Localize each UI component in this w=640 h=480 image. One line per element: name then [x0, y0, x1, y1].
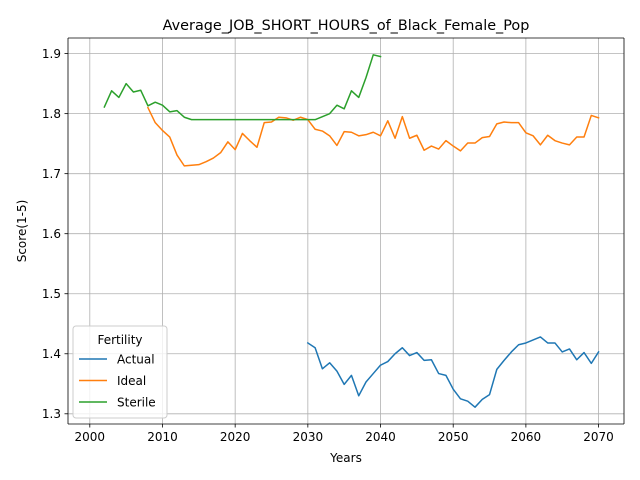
x-axis-label: Years	[329, 451, 362, 465]
y-tick-label: 1.7	[42, 167, 61, 181]
series-lines	[103, 54, 600, 408]
grid-lines	[68, 38, 624, 424]
chart-title: Average_JOB_SHORT_HOURS_of_Black_Female_…	[163, 18, 530, 34]
plot-area-frame	[67, 37, 625, 425]
series-line-actual	[306, 336, 600, 408]
x-tick-label: 2040	[365, 430, 396, 444]
x-tick-label: 2030	[293, 430, 324, 444]
y-tick-label: 1.3	[42, 407, 61, 421]
legend-label-actual: Actual	[117, 352, 155, 366]
x-tick-label: 2060	[511, 430, 542, 444]
x-tick-label: 2050	[438, 430, 469, 444]
y-axis-ticks: 1.3 1.4 1.5 1.6 1.7 1.8 1.9	[42, 47, 68, 421]
x-axis-ticks: 2000 2010 2020 2030 2040 2050 2060 2070	[75, 424, 614, 444]
legend: Fertility Actual Ideal Sterile	[72, 325, 168, 419]
y-tick-label: 1.6	[42, 227, 61, 241]
y-axis-label: Score(1-5)	[15, 200, 29, 263]
x-tick-label: 2010	[147, 430, 178, 444]
x-tick-label: 2020	[220, 430, 251, 444]
y-tick-label: 1.5	[42, 287, 61, 301]
y-tick-label: 1.9	[42, 47, 61, 61]
legend-box	[72, 325, 168, 419]
y-tick-label: 1.4	[42, 347, 61, 361]
legend-title: Fertility	[97, 333, 142, 347]
legend-entries: Actual Ideal Sterile	[79, 352, 156, 409]
x-tick-label: 2000	[75, 430, 106, 444]
legend-label-sterile: Sterile	[117, 395, 156, 409]
y-tick-label: 1.8	[42, 107, 61, 121]
series-line-ideal	[146, 106, 600, 167]
series-line-sterile	[103, 54, 382, 121]
legend-label-ideal: Ideal	[117, 374, 146, 388]
x-tick-label: 2070	[583, 430, 614, 444]
